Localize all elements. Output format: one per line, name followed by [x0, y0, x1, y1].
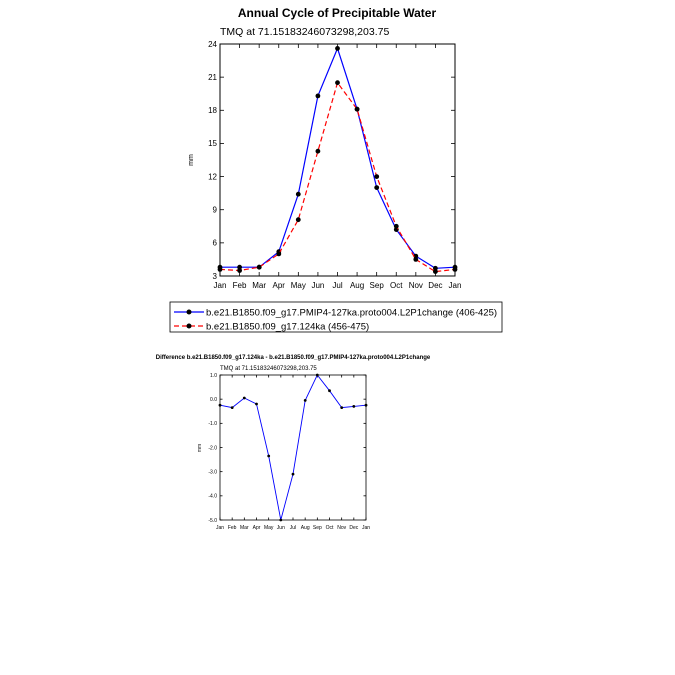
y-tick-label: 12: [208, 172, 217, 181]
y-tick-label: 21: [208, 73, 217, 82]
main-chart-subtitle: TMQ at 71.15183246073298,203.75: [220, 26, 389, 38]
series-2-point: [374, 174, 380, 180]
y-tick-label: 9: [213, 206, 218, 215]
series-2-point: [315, 148, 321, 154]
y-tick-label: -4.0: [208, 494, 217, 500]
x-tick-label: Sep: [370, 281, 385, 290]
y-tick-label: 24: [208, 40, 217, 49]
series-1-point: [335, 46, 340, 51]
x-tick-label: Jul: [332, 281, 342, 290]
series-1-point: [267, 454, 271, 458]
y-tick-label: -3.0: [208, 469, 217, 475]
x-tick-label: Aug: [350, 281, 364, 290]
series-2-point: [354, 106, 360, 112]
y-tick-label: -5.0: [208, 518, 217, 524]
diff-chart-subtitle: TMQ at 71.15183246073298,203.75: [220, 366, 317, 372]
main-y-axis-label: mm: [188, 154, 195, 166]
x-tick-label: Jan: [362, 525, 370, 531]
y-tick-label: -1.0: [208, 421, 217, 427]
main-y-axis: 3 6 9 12 15 18 21 24: [208, 40, 455, 281]
x-tick-label: Jan: [449, 281, 462, 290]
series-1-point: [315, 373, 319, 377]
series-1-point: [237, 264, 243, 270]
legend-series-2-label: b.e21.B1850.f09_g17.124ka (456-475): [206, 322, 369, 333]
series-1-point: [230, 406, 234, 409]
series-1-point: [433, 265, 438, 271]
y-tick-label: 3: [213, 272, 218, 281]
series-2-point: [295, 217, 301, 223]
series-2-point: [217, 267, 223, 272]
x-tick-label: Jul: [290, 525, 296, 531]
legend-box: [169, 301, 503, 333]
x-tick-label: May: [291, 281, 306, 290]
y-tick-label: 15: [208, 139, 217, 148]
series-2-point: [393, 223, 399, 229]
series-1-point: [218, 403, 222, 407]
x-tick-label: Feb: [228, 525, 237, 531]
series-1-point: [413, 253, 419, 259]
main-chart-title: Annual Cycle of Precipitable Water: [238, 6, 437, 20]
diff-plot-frame: [219, 374, 367, 521]
series-1-point: [315, 93, 321, 99]
series-2-point: [256, 264, 262, 270]
y-tick-label: 1.0: [210, 373, 217, 379]
x-tick-label: Apr: [253, 525, 261, 531]
x-tick-label: Jan: [216, 525, 224, 531]
legend-series-1-label: b.e21.B1850.f09_g17.PMIP4-127ka.proto004…: [206, 308, 497, 319]
x-tick-label: Oct: [390, 281, 403, 290]
y-tick-label: 0.0: [210, 397, 217, 403]
diff-y-axis: -5.0 -4.0 -3.0 -2.0 -1.0 0.0 1.0: [208, 373, 366, 524]
series-1-point: [328, 389, 331, 393]
x-tick-label: Aug: [301, 525, 310, 531]
main-x-axis: Jan Feb Mar Apr May Jun Jul Aug Sep Oct Nov Dec Jan: [214, 44, 462, 290]
series-1-point: [279, 518, 283, 522]
series-2-point: [335, 80, 340, 86]
legend-series-2-marker: [186, 323, 192, 329]
series-1-point: [374, 185, 380, 191]
x-tick-label: Jan: [214, 281, 227, 290]
series-1-point: [352, 405, 356, 408]
x-tick-label: May: [264, 525, 274, 531]
main-plot-frame: [219, 43, 456, 277]
x-tick-label: Apr: [273, 281, 286, 290]
series-1-point: [291, 472, 295, 476]
series-1-point: [364, 403, 368, 407]
diff-chart-title: Difference b.e21.B1850.f09_g17.124ka - b…: [156, 355, 431, 361]
diff-series-group: [218, 373, 368, 522]
y-tick-label: 18: [208, 106, 217, 115]
diff-y-axis-label: mm: [197, 444, 203, 452]
y-tick-label: 6: [213, 239, 218, 248]
diff-x-axis: Jan Feb Mar Apr May Jun Jul Aug Sep Oct Nov Dec Jan: [216, 375, 370, 531]
x-tick-label: Mar: [240, 525, 249, 531]
x-tick-label: Mar: [252, 281, 266, 290]
series-1-point: [242, 396, 246, 400]
series-2-line: [219, 81, 456, 273]
series-1-point: [255, 402, 258, 406]
series-2-point: [413, 257, 419, 262]
x-tick-label: Jun: [277, 525, 285, 531]
x-tick-label: Nov: [337, 525, 346, 531]
y-tick-label: -2.0: [208, 445, 217, 451]
series-2-point: [452, 267, 458, 272]
x-tick-label: Sep: [313, 525, 322, 531]
x-tick-label: Oct: [326, 525, 334, 531]
series-1-point: [295, 191, 301, 197]
series-1-point: [303, 399, 307, 402]
x-tick-label: Nov: [409, 281, 423, 290]
x-tick-label: Feb: [233, 281, 247, 290]
x-tick-label: Dec: [349, 525, 358, 531]
series-2-point: [237, 268, 243, 273]
x-tick-label: Jun: [311, 281, 324, 290]
series-2-point: [276, 251, 282, 257]
x-tick-label: Dec: [428, 281, 442, 290]
main-series-group: [217, 46, 458, 274]
series-2-point: [433, 269, 438, 274]
legend-series-1-marker: [186, 309, 192, 315]
series-1-line: [219, 374, 367, 521]
series-1-point: [340, 406, 344, 409]
